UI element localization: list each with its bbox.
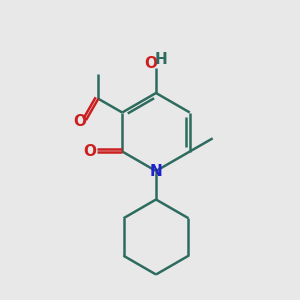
Text: N: N	[150, 164, 162, 178]
Text: O: O	[144, 56, 157, 70]
Text: O: O	[74, 114, 86, 129]
Text: O: O	[84, 144, 97, 159]
Text: H: H	[155, 52, 168, 67]
